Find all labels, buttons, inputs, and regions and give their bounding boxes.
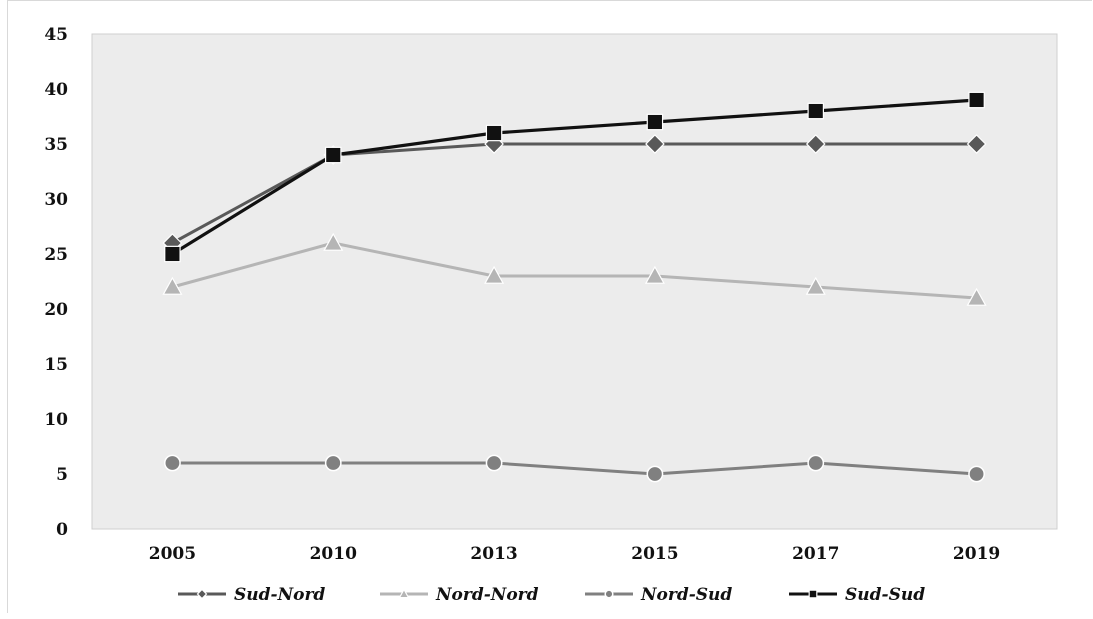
y-tick-label: 15 <box>44 355 68 375</box>
data-point-diamond <box>966 134 987 154</box>
data-point-square <box>968 91 985 109</box>
legend-label: Nord-Sud <box>640 585 732 605</box>
data-point-circle <box>807 454 825 472</box>
series-nord-nord <box>162 232 987 306</box>
y-tick-label: 45 <box>44 25 68 45</box>
data-point-square <box>646 113 664 131</box>
chart-frame: 0 5 10 15 20 25 30 35 40 45 2005 2010 2013 2015 2017 2… <box>7 0 1092 613</box>
data-point-triangle <box>805 276 826 295</box>
legend-marker-square <box>808 589 818 599</box>
data-point-square <box>164 245 181 263</box>
data-point-circle <box>324 454 342 472</box>
series-nord-sud <box>164 454 985 483</box>
y-tick-label: 10 <box>44 410 68 430</box>
x-tick-label: 2017 <box>792 544 839 564</box>
series-sud-sud <box>164 91 985 263</box>
x-tick-label: 2010 <box>310 544 357 564</box>
legend-item: Sud-Nord <box>178 585 325 605</box>
data-point-triangle <box>162 276 183 295</box>
data-point-square <box>807 102 824 120</box>
data-point-diamond <box>805 134 826 154</box>
x-tick-label: 2005 <box>149 544 196 564</box>
legend-label: Nord-Nord <box>435 585 539 605</box>
plot-area <box>91 33 1058 530</box>
series-layer <box>162 91 987 483</box>
x-tick-label: 2015 <box>631 544 678 564</box>
legend-item: Nord-Sud <box>585 585 732 605</box>
data-point-circle <box>164 454 181 472</box>
x-tick-label: 2019 <box>953 544 1000 564</box>
x-axis: 2005 2010 2013 2015 2017 2019 <box>149 544 1000 564</box>
x-tick-label: 2013 <box>470 544 517 564</box>
legend-marker-circle <box>604 589 614 599</box>
data-point-circle <box>968 465 985 483</box>
legend-marker-diamond <box>196 588 208 600</box>
data-point-circle <box>646 465 664 483</box>
series-line <box>171 98 977 256</box>
y-tick-label: 0 <box>56 520 68 540</box>
series-line <box>172 461 977 476</box>
data-point-triangle <box>644 265 665 284</box>
y-tick-label: 25 <box>44 245 68 265</box>
legend-marker-triangle <box>398 588 410 599</box>
y-tick-label: 20 <box>44 300 68 320</box>
y-tick-label: 40 <box>44 80 68 100</box>
legend-label: Sud-Nord <box>234 585 325 605</box>
data-point-square <box>325 146 342 164</box>
legend-item: Sud-Sud <box>789 585 925 605</box>
data-point-square <box>485 124 503 142</box>
data-point-triangle <box>484 265 505 284</box>
y-tick-label: 35 <box>44 135 68 155</box>
legend: Sud-Nord Nord-Nord Nord-Sud Sud-Sud <box>178 585 925 605</box>
data-point-triangle <box>966 287 987 306</box>
legend-label: Sud-Sud <box>845 585 925 605</box>
legend-item: Nord-Nord <box>380 585 539 605</box>
y-tick-label: 5 <box>56 465 68 485</box>
series-line <box>172 241 977 300</box>
y-tick-label: 30 <box>44 190 68 210</box>
data-point-diamond <box>645 134 665 154</box>
y-axis: 0 5 10 15 20 25 30 35 40 45 <box>44 25 68 540</box>
data-point-triangle <box>323 232 344 251</box>
data-point-circle <box>485 454 503 472</box>
